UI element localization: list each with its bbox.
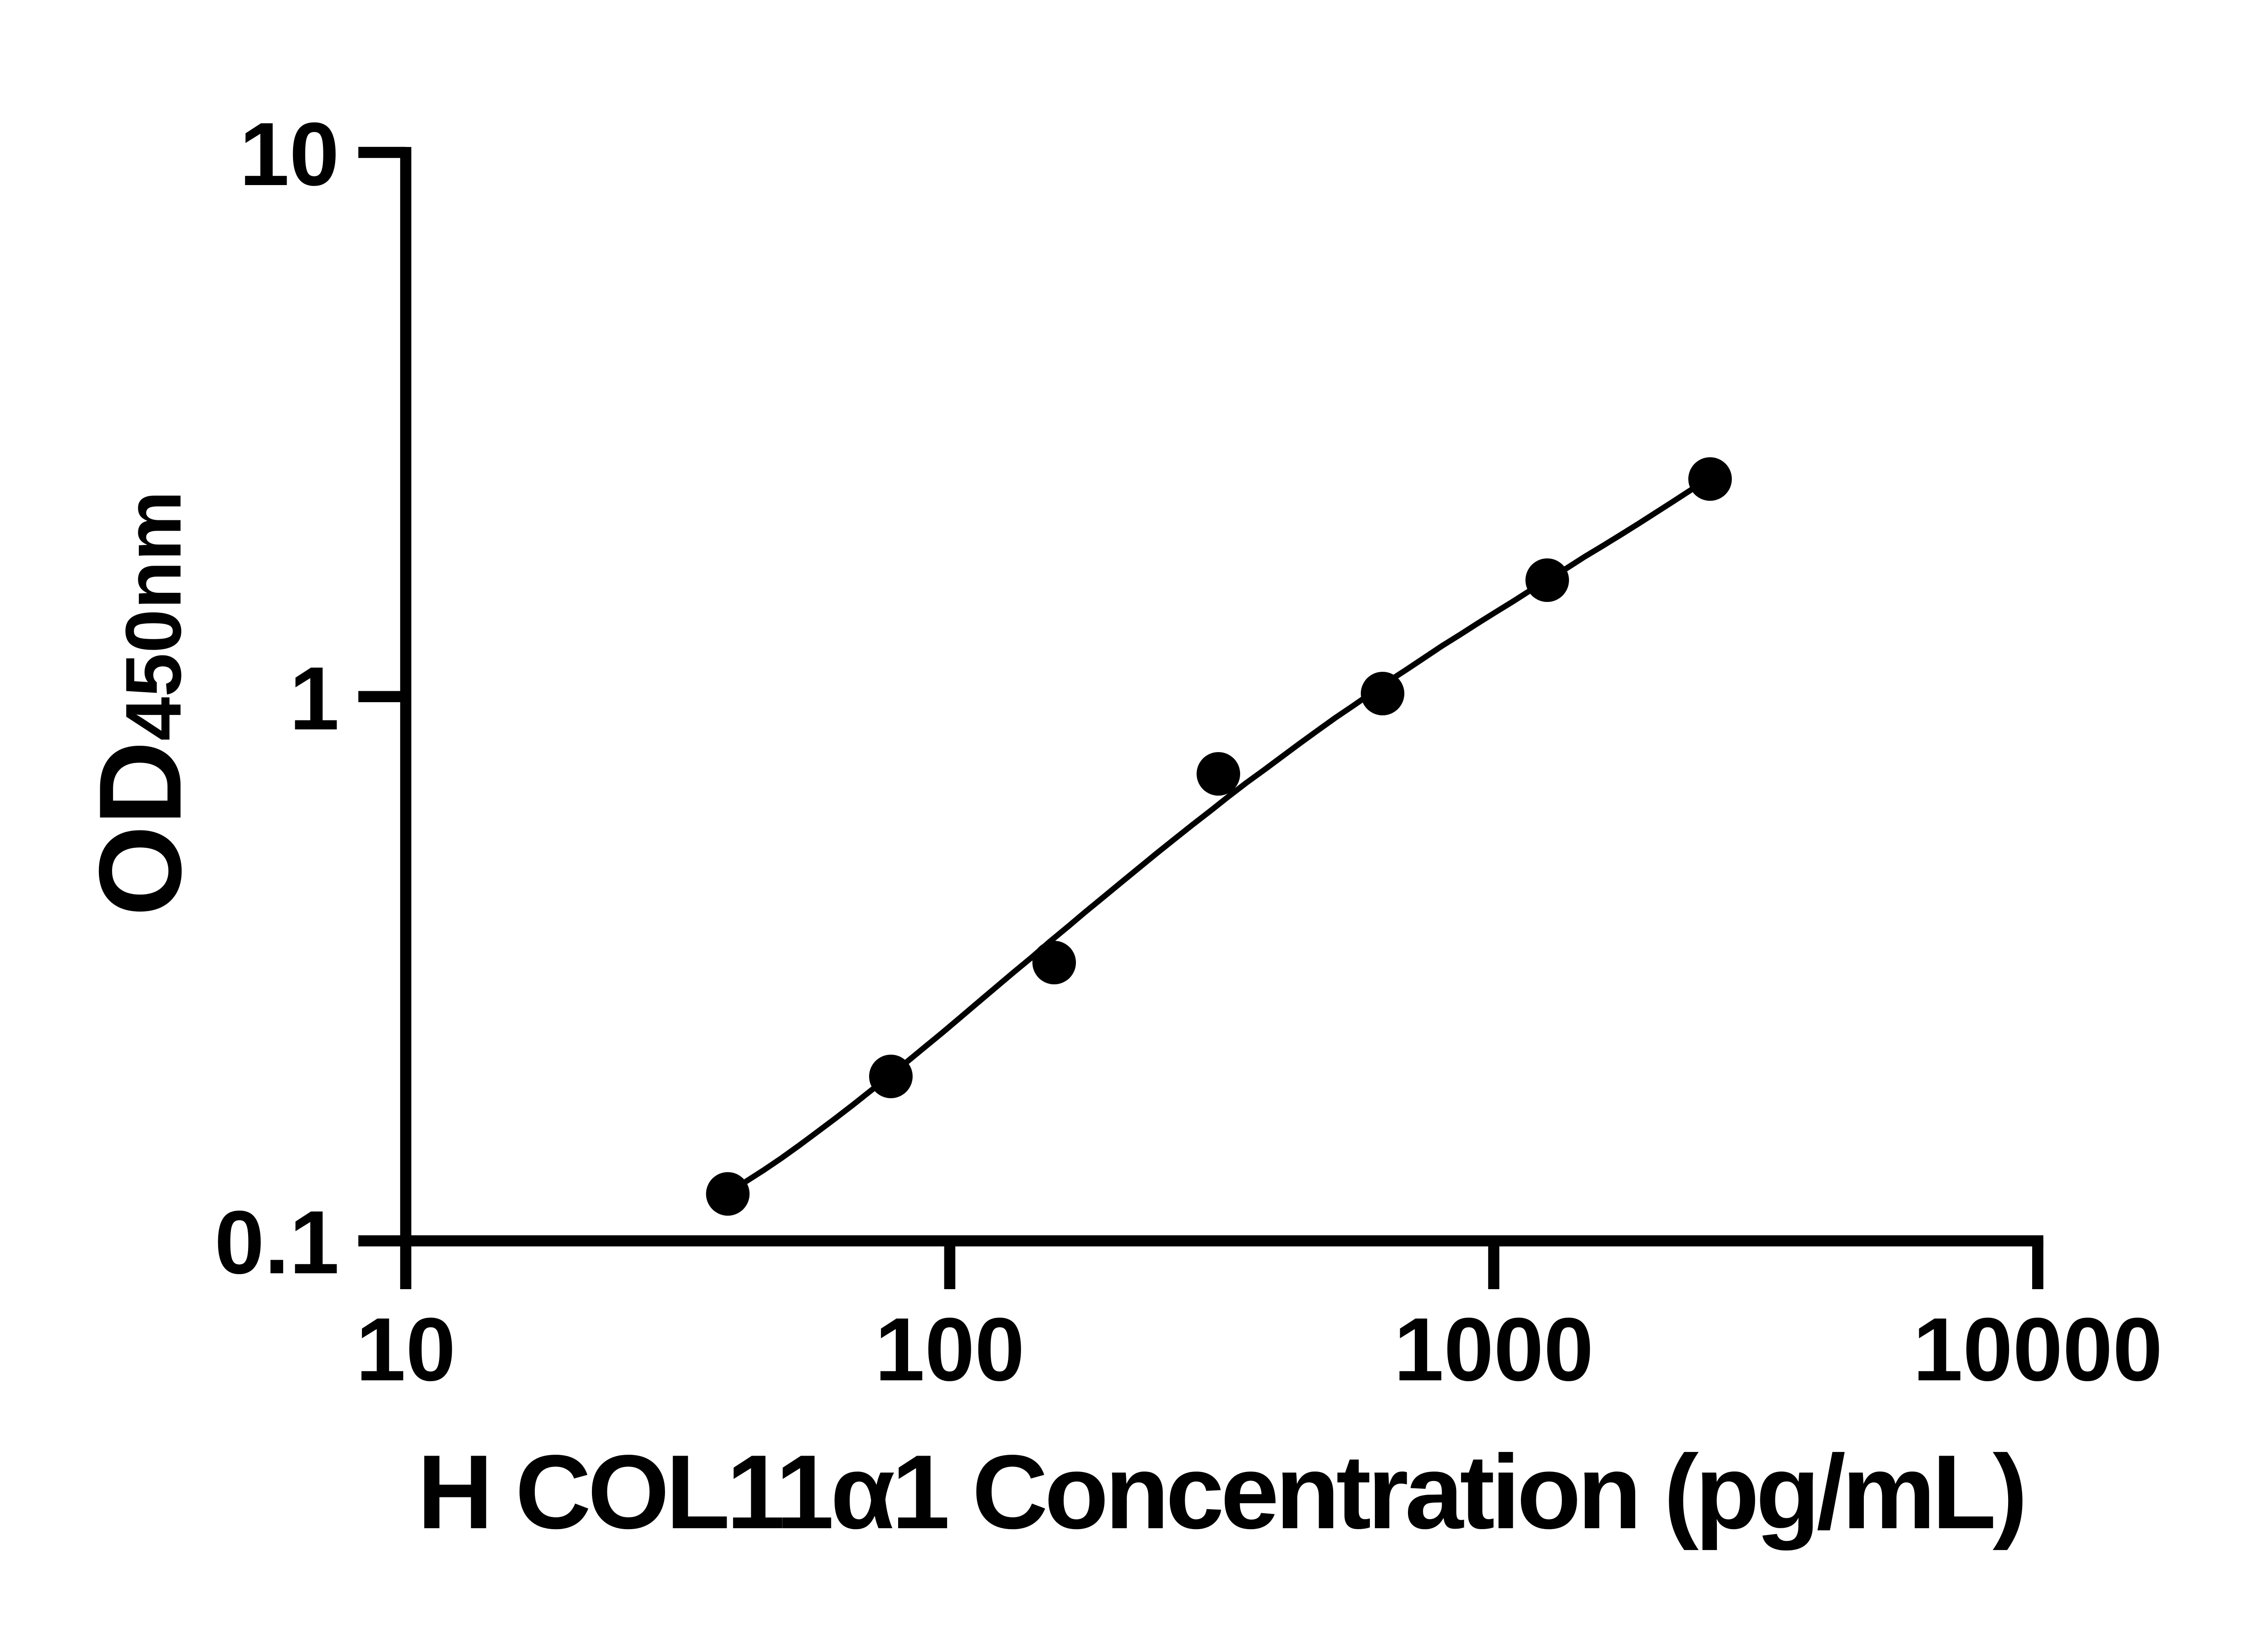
svg-text:1000: 1000 bbox=[1394, 1299, 1593, 1399]
svg-text:100: 100 bbox=[875, 1299, 1025, 1399]
svg-text:10000: 10000 bbox=[1913, 1299, 2163, 1399]
svg-text:10: 10 bbox=[356, 1299, 455, 1399]
svg-text:H COL11α1 Concentration (pg/mL: H COL11α1 Concentration (pg/mL) bbox=[417, 1433, 2024, 1551]
svg-text:10: 10 bbox=[240, 104, 339, 204]
svg-text:0.1: 0.1 bbox=[215, 1192, 339, 1292]
svg-text:1: 1 bbox=[289, 648, 339, 748]
